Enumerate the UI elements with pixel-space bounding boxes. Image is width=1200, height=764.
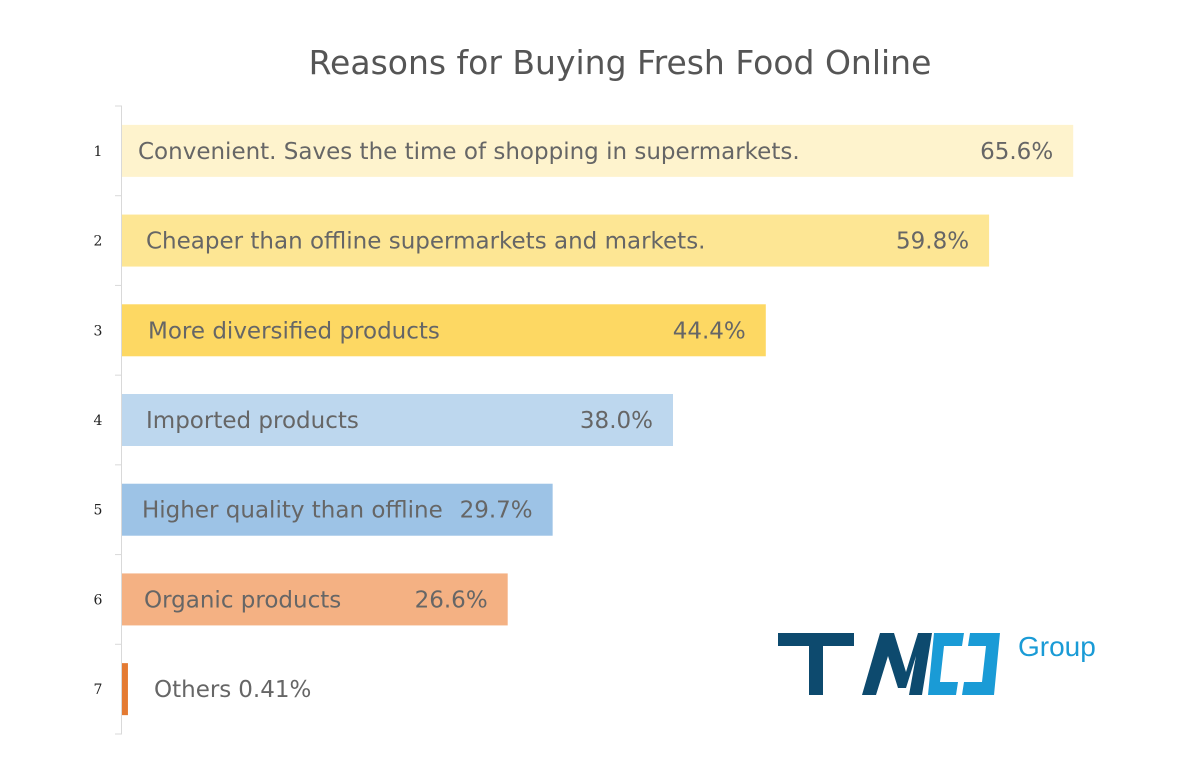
logo-right-bracket — [962, 633, 1000, 695]
logo-group-text: Group — [1018, 631, 1096, 662]
bar — [122, 394, 673, 446]
bar-value-label: 59.8% — [896, 229, 969, 255]
bar — [122, 304, 766, 357]
bar-value-label: 65.6% — [980, 139, 1053, 165]
bar-value-label: 29.7% — [460, 498, 533, 524]
rank-label: 5 — [94, 503, 103, 519]
bar — [122, 124, 1074, 177]
logo-m — [862, 633, 932, 695]
bar-category-label: Cheaper than offline supermarkets and ma… — [146, 229, 706, 255]
bar-category-label: Imported products — [146, 408, 359, 434]
bar-value-label: 26.6% — [415, 587, 488, 613]
bar-value-label: 38.0% — [580, 408, 653, 434]
bars: Convenient. Saves the time of shopping i… — [122, 124, 1074, 716]
bar-value-label: 44.4% — [673, 318, 746, 344]
rank-label: 2 — [94, 234, 103, 250]
bar-value-label: 0.41% — [238, 677, 311, 703]
rank-label: 3 — [94, 323, 103, 339]
rank-label: 7 — [94, 682, 103, 698]
bar-category-label: Higher quality than offline — [142, 498, 443, 524]
rank-label: 6 — [94, 592, 103, 608]
bar — [122, 573, 508, 626]
bar-category-label: Others — [154, 677, 231, 703]
bar-category-label: More diversified products — [148, 318, 440, 344]
bar — [122, 483, 553, 536]
tmc-group-logo: Group — [778, 631, 1096, 695]
logo-left-bracket — [928, 633, 964, 695]
rank-label: 1 — [94, 144, 103, 160]
chart-title: Reasons for Buying Fresh Food Online — [309, 43, 932, 82]
logo-t-stem — [809, 633, 823, 695]
bar — [122, 663, 128, 716]
bar-category-label: Organic products — [144, 587, 341, 613]
bar-category-label: Convenient. Saves the time of shopping i… — [138, 139, 800, 165]
y-axis: 1 2 3 4 5 6 7 — [94, 105, 122, 735]
rank-label: 4 — [94, 413, 103, 429]
bar — [122, 214, 990, 267]
